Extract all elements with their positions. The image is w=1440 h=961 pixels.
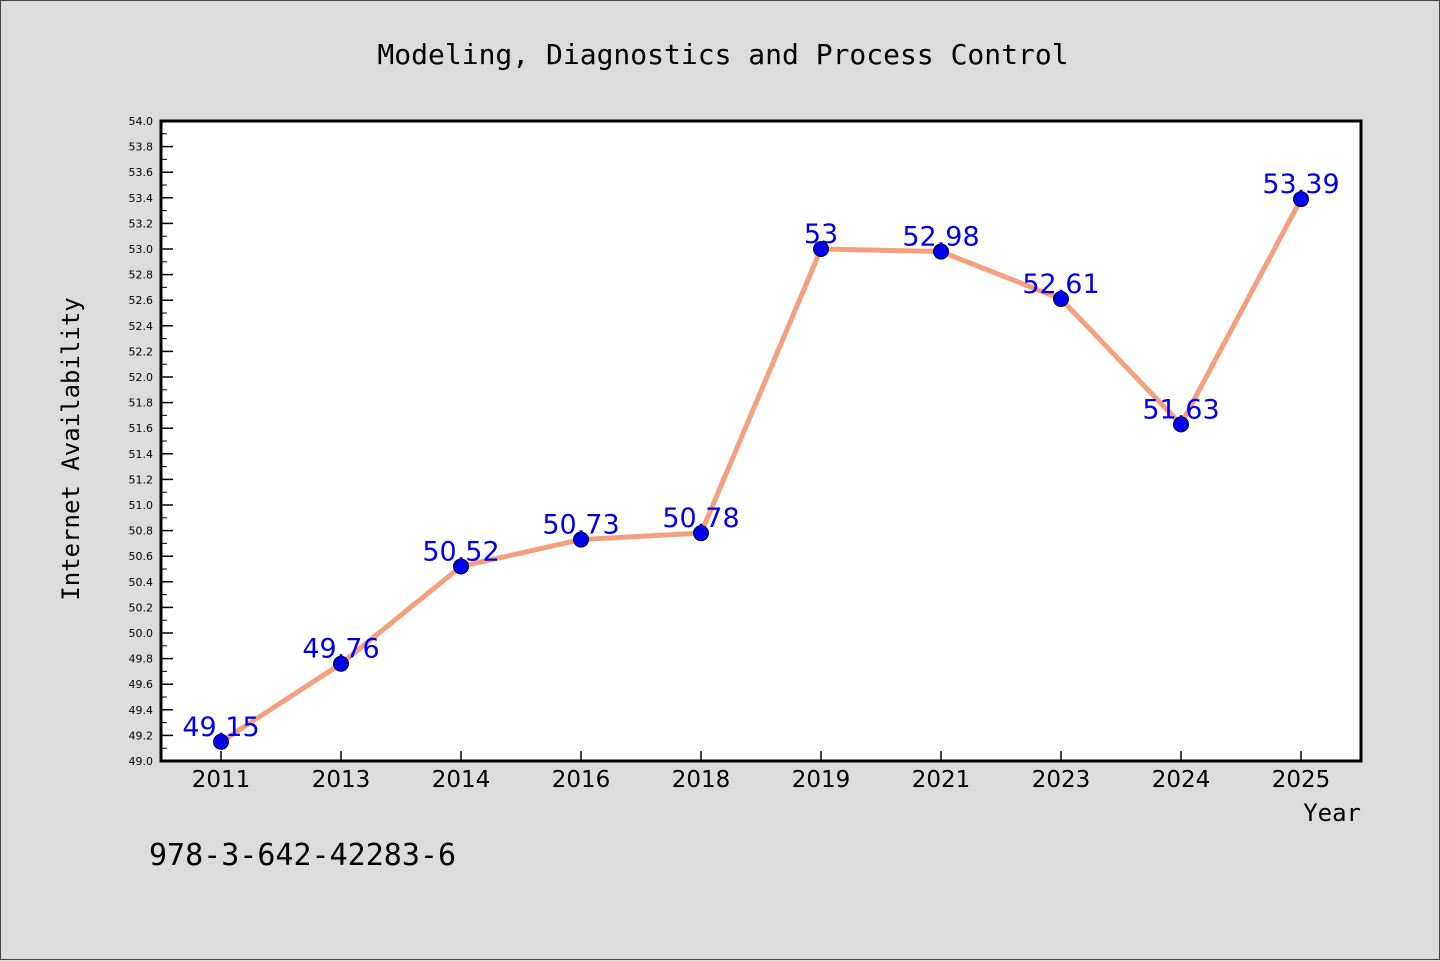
plot-area <box>159 119 1363 763</box>
y-tick-label: 52.6 <box>129 294 154 307</box>
y-tick-label: 53.2 <box>129 217 154 230</box>
y-tick-label: 51.2 <box>129 473 154 486</box>
y-tick-label: 49.2 <box>129 729 154 742</box>
data-point <box>333 655 349 672</box>
data-label: 52.98 <box>902 222 979 253</box>
data-label: 49.15 <box>182 712 259 743</box>
y-tick-label: 49.4 <box>129 704 154 717</box>
data-label: 50.78 <box>662 503 739 534</box>
x-axis: 2011 2013 2014 2016 2018 2019 2021 2023 2024 2025 <box>192 751 1331 793</box>
y-tick-label: 51.6 <box>129 422 154 435</box>
y-tick-label: 49.8 <box>129 653 154 666</box>
y-tick-label: 52.8 <box>129 269 154 282</box>
x-tick-label: 2014 <box>432 767 491 793</box>
y-tick-label: 52.4 <box>129 320 154 333</box>
y-tick-label: 54.0 <box>129 115 154 128</box>
y-tick-label: 52.0 <box>129 371 154 384</box>
data-label: 53 <box>804 219 838 250</box>
data-point <box>213 733 229 750</box>
y-tick-label: 51.4 <box>129 448 154 461</box>
data-point <box>1173 416 1189 433</box>
y-tick-label: 50.0 <box>129 627 154 640</box>
y-tick-label: 50.8 <box>129 525 154 538</box>
y-tick-label: 52.2 <box>129 345 154 358</box>
data-point <box>933 243 949 260</box>
y-tick-label: 51.0 <box>129 499 154 512</box>
data-point <box>813 241 829 257</box>
x-tick-label: 2011 <box>192 767 251 793</box>
y-tick-label: 49.6 <box>129 678 154 691</box>
footer-isbn: 978-3-642-42283-6 <box>149 838 456 873</box>
data-label: 52.61 <box>1022 269 1099 300</box>
x-tick-label: 2019 <box>792 767 851 793</box>
data-label: 50.52 <box>422 536 499 567</box>
x-tick-label: 2023 <box>1032 767 1091 793</box>
data-label: 49.76 <box>302 634 379 665</box>
series-line <box>219 197 1304 744</box>
y-tick-label: 53.8 <box>129 141 154 154</box>
x-tick-label: 2018 <box>672 767 731 793</box>
data-markers <box>213 191 1309 750</box>
y-axis: 49.0 49.2 49.4 49.6 49.8 50.0 50.2 50.4 50.6 50.8… <box>129 115 173 768</box>
data-point <box>1293 191 1309 208</box>
x-tick-label: 2021 <box>912 767 971 793</box>
y-tick-label: 50.2 <box>129 601 154 614</box>
y-tick-label: 51.8 <box>129 397 154 410</box>
y-tick-label: 50.6 <box>129 550 154 563</box>
data-point <box>693 525 709 542</box>
y-tick-label: 50.4 <box>129 576 154 589</box>
data-labels: 49.15 49.76 50.52 50.73 50.78 53 52.98 52.61 51.… <box>182 169 1339 743</box>
y-axis-label: Internet Availability <box>57 297 85 600</box>
chart-title: Modeling, Diagnostics and Process Contro… <box>377 38 1068 71</box>
data-label: 50.73 <box>542 510 619 541</box>
x-tick-label: 2016 <box>552 767 611 793</box>
x-tick-label: 2013 <box>312 767 371 793</box>
y-tick-label: 53.0 <box>129 243 154 256</box>
x-axis-label: Year <box>1303 799 1361 827</box>
y-tick-label: 53.6 <box>129 166 154 179</box>
data-label: 51.63 <box>1142 394 1219 425</box>
data-point <box>573 531 589 548</box>
x-tick-label: 2025 <box>1272 767 1331 793</box>
data-point <box>453 558 469 575</box>
data-point <box>1053 290 1069 307</box>
y-tick-label: 53.4 <box>129 192 154 205</box>
data-label: 53.39 <box>1262 169 1339 200</box>
x-tick-label: 2024 <box>1152 767 1211 793</box>
y-tick-label: 49.0 <box>129 755 154 768</box>
